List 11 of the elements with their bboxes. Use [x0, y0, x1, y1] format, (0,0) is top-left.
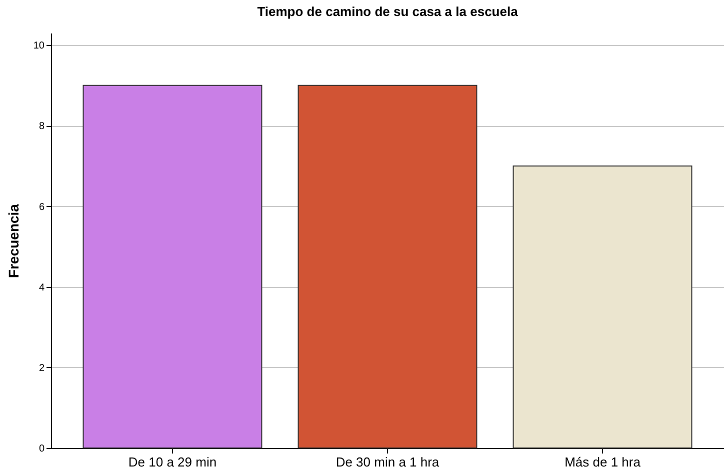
y-axis-title: Frecuencia — [5, 204, 22, 278]
x-tick-label: De 10 a 29 min — [128, 454, 217, 470]
chart-title: Tiempo de camino de su casa a la escuela — [257, 4, 519, 19]
y-tick-label: 10 — [33, 40, 45, 52]
y-tick-label: 0 — [38, 444, 45, 454]
x-tick-label: De 30 min a 1 hra — [336, 454, 440, 470]
y-tick-label: 6 — [38, 202, 45, 213]
y-tick-label: 8 — [38, 121, 45, 132]
x-tick-label: Más de 1 hra — [564, 454, 642, 470]
y-tick-label: 4 — [38, 282, 45, 294]
y-tick-label: 2 — [38, 362, 45, 374]
